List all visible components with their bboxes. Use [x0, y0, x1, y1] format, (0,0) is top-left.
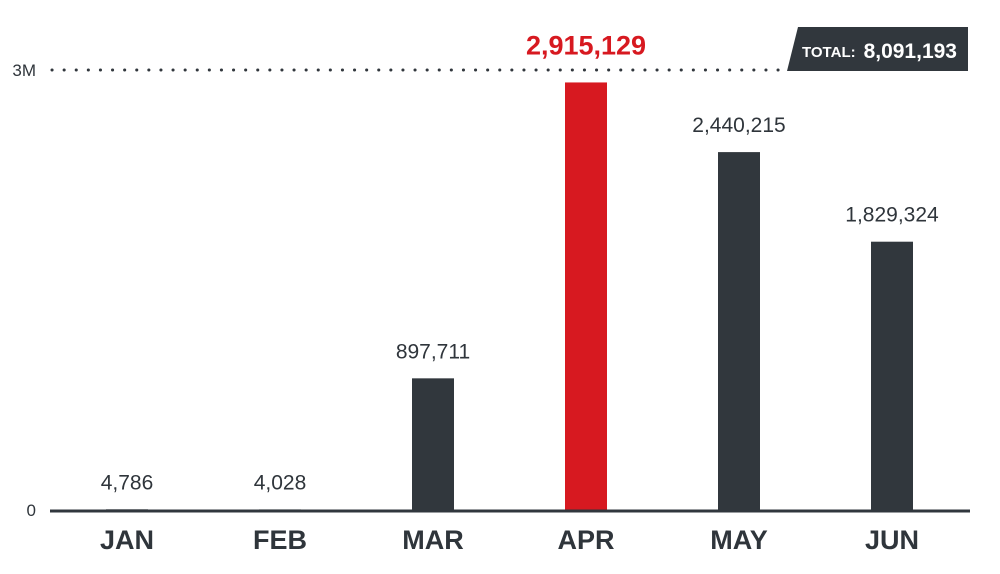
- bars-layer: [106, 82, 913, 510]
- value-labels-layer: 4,786 4,028 897,711 2,915,129 2,440,215 1,829…: [101, 30, 939, 494]
- y-tick-label: 0: [27, 501, 36, 520]
- bar-may: [718, 152, 760, 510]
- category-label-jan: JAN: [100, 525, 154, 555]
- category-label-apr: APR: [557, 525, 614, 555]
- value-label-apr: 2,915,129: [526, 30, 646, 60]
- value-label-jan: 4,786: [101, 471, 154, 494]
- bar-jun: [871, 241, 913, 510]
- category-label-feb: FEB: [253, 525, 307, 555]
- value-label-feb: 4,028: [254, 471, 307, 494]
- value-label-may: 2,440,215: [692, 114, 785, 137]
- category-label-may: MAY: [710, 525, 768, 555]
- bar-mar: [412, 378, 454, 510]
- value-label-jun: 1,829,324: [845, 204, 939, 227]
- total-badge-bg: [787, 27, 968, 71]
- y-tick-label: 3M: [12, 61, 36, 80]
- total-label: TOTAL:: [802, 44, 856, 61]
- x-axis: 0 3M JAN FEB MAR APR MAY JUN: [12, 61, 970, 555]
- category-label-mar: MAR: [402, 525, 464, 555]
- total-value: 8,091,193: [864, 40, 957, 63]
- total-badge: TOTAL: 8,091,193: [787, 27, 968, 71]
- category-label-jun: JUN: [865, 525, 919, 555]
- value-label-mar: 897,711: [396, 340, 470, 363]
- bar-apr: [565, 82, 607, 510]
